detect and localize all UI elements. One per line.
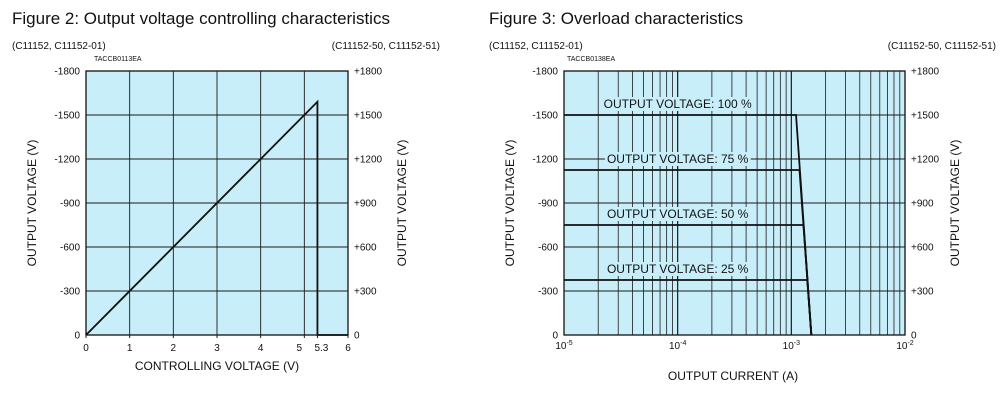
figure-2-title: Figure 2: Output voltage controlling cha… xyxy=(12,9,390,28)
figure-3-y-tick-label-right: +1500 xyxy=(911,111,940,122)
figure-3-x-tick-label: 10-2 xyxy=(896,340,913,352)
figure-2-code: TACCB0113EA xyxy=(94,56,142,63)
figure-3-code: TACCB0138EA xyxy=(567,56,615,63)
figure-2-y-tick-label-right: +1500 xyxy=(354,111,383,122)
figure-3-y-tick-label-left: -600 xyxy=(538,243,558,254)
figure-3-x-tick-label: 10-3 xyxy=(783,340,800,352)
figure-3-x-tick-label: 10-4 xyxy=(669,340,686,352)
figure-2-y-axis-label-right: OUTPUT VOLTAGE (V) xyxy=(395,140,409,267)
figure-3-left-subtitle: (C11152, C11152-01) xyxy=(489,41,583,52)
figure-3-right-subtitle: (C11152-50, C11152-51) xyxy=(888,41,996,52)
figure-2-y-tick-label-left: -1800 xyxy=(54,67,80,78)
figure-3-series-label-0: OUTPUT VOLTAGE: 100 % xyxy=(604,97,752,111)
figure-3-series-label-bg xyxy=(601,97,755,111)
figure-2-x-tick-label: 0 xyxy=(83,343,89,354)
figure-2-y-tick-label-right: 0 xyxy=(354,331,360,342)
figure-2-x-tick-label: 4 xyxy=(258,343,264,354)
figure-2-y-tick-label-right: +600 xyxy=(354,243,377,254)
figure-3-y-tick-label-right: +900 xyxy=(911,199,934,210)
figure-3-y-tick-label-right: +300 xyxy=(911,287,934,298)
figure-2-y-tick-label-left: -900 xyxy=(60,199,80,210)
figure-2-y-tick-label-right: +1800 xyxy=(354,67,383,78)
figure-3-x-tick-label: 10-5 xyxy=(555,340,572,352)
figure-3-y-tick-label-left: -900 xyxy=(538,199,558,210)
figure-3-series-label-bg xyxy=(604,152,751,166)
figure-2-y-tick-label-right: +300 xyxy=(354,287,377,298)
figure-3-series-label-1: OUTPUT VOLTAGE: 75 % xyxy=(607,152,749,166)
figure-2-x-tick-label: 2 xyxy=(171,343,177,354)
figure-2-y-axis-label-left: OUTPUT VOLTAGE (V) xyxy=(25,140,39,267)
figure-2-x-tick-label: 1 xyxy=(127,343,133,354)
figure-3-y-axis-label-left: OUTPUT VOLTAGE (V) xyxy=(503,140,517,267)
figure-2-y-tick-label-left: -1500 xyxy=(54,111,80,122)
figure-2: Figure 2: Output voltage controlling cha… xyxy=(12,9,440,373)
figure-3-y-tick-label-right: +1200 xyxy=(911,155,940,166)
figure-3-series-line-3 xyxy=(564,279,813,336)
figure-3-title: Figure 3: Overload characteristics xyxy=(489,9,743,28)
figure-3-y-ticks-right: 0 +300 +600 +900 +1200 +1500 +1800 xyxy=(911,67,940,342)
figure-2-y-tick-label-right: +900 xyxy=(354,199,377,210)
figure-2-y-tick-label-right: +1200 xyxy=(354,155,383,166)
figure-2-left-subtitle: (C11152, C11152-01) xyxy=(12,41,106,52)
figure-3-series-label-3: OUTPUT VOLTAGE: 25 % xyxy=(607,262,749,276)
figure-2-series xyxy=(85,99,348,336)
figure-2-y-tick-label-left: -300 xyxy=(60,287,80,298)
figure-3-y-tick-label-left: 0 xyxy=(552,331,558,342)
figure-3-y-tick-label-left: -1500 xyxy=(532,111,558,122)
figure-3-y-tick-label-left: -1200 xyxy=(532,155,558,166)
figure-3-series-label-bg xyxy=(604,207,751,221)
figure-3-x-axis-label: OUTPUT CURRENT (A) xyxy=(668,369,798,383)
figure-3-series: OUTPUT VOLTAGE: 100 % OUTPUT VOLTAGE: 75 … xyxy=(564,97,813,336)
figure-2-y-ticks-left: 0 -300 -600 -900 -1200 -1500 -1800 xyxy=(54,67,80,342)
figure-3-y-tick-label-right: +1800 xyxy=(911,67,940,78)
figure-2-y-tick-label-left: -600 xyxy=(60,243,80,254)
figure-2-y-ticks-right: 0 +300 +600 +900 +1200 +1500 +1800 xyxy=(354,67,383,342)
figure-2-x-tick-label: 3 xyxy=(214,343,220,354)
figure-2-x-tick-label: 5.3 xyxy=(314,343,328,354)
figure-2-x-tick-label: 6 xyxy=(345,343,351,354)
figure-3-y-tick-label-left: -300 xyxy=(538,287,558,298)
figure-2-right-subtitle: (C11152-50, C11152-51) xyxy=(332,41,440,52)
figure-3-y-tick-label-right: +600 xyxy=(911,243,934,254)
figure-3-y-ticks-left: 0 -300 -600 -900 -1200 -1500 -1800 xyxy=(532,67,558,342)
figure-2-x-axis-label: CONTROLLING VOLTAGE (V) xyxy=(135,359,299,373)
figure-2-series-line-0 xyxy=(85,99,348,336)
figure-3-x-ticks: 10-5 10-4 10-3 10-2 xyxy=(555,340,913,352)
figure-2-y-tick-label-left: 0 xyxy=(74,331,80,342)
figure-3-y-tick-label-right: 0 xyxy=(911,331,917,342)
figure-3-y-tick-label-left: -1800 xyxy=(532,67,558,78)
figure-2-y-tick-label-left: -1200 xyxy=(54,155,80,166)
figure-2-x-ticks: 0 1 2 3 4 5 5.3 6 xyxy=(83,335,351,354)
figure-2-x-tick-label: 5 xyxy=(297,343,303,354)
figure-3-y-axis-label-right: OUTPUT VOLTAGE (V) xyxy=(948,140,962,267)
figure-3: Figure 3: Overload characteristics (C111… xyxy=(489,9,996,383)
figure-3-series-label-2: OUTPUT VOLTAGE: 50 % xyxy=(607,207,749,221)
figure-3-series-label-bg xyxy=(604,262,751,276)
